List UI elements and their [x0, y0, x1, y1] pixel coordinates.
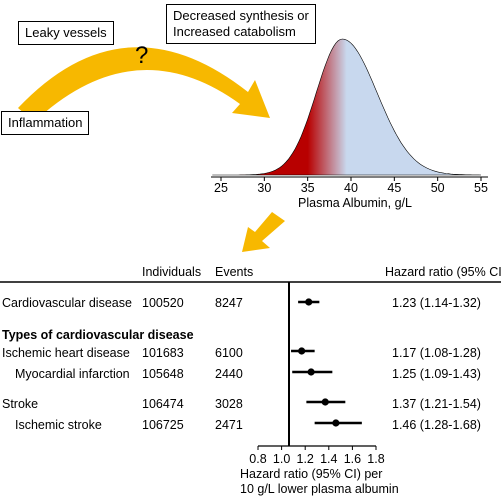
row-individuals: 101683 [142, 346, 184, 360]
distribution-tick-label: 35 [301, 181, 315, 195]
albumin-distribution-curve [212, 38, 482, 176]
row-label: Stroke [2, 397, 39, 411]
row-hr: 1.46 (1.28-1.68) [392, 418, 481, 432]
row-events: 8247 [215, 296, 243, 310]
row-individuals: 106725 [142, 418, 184, 432]
row-individuals: 105648 [142, 367, 184, 381]
distribution-tick-label: 50 [431, 181, 445, 195]
header-individuals: Individuals [142, 265, 202, 279]
inflammation-box: Inflammation [1, 111, 90, 135]
row-events: 2440 [215, 367, 243, 381]
row-hr: 1.23 (1.14-1.32) [392, 296, 481, 310]
header-hazard-ratio: Hazard ratio (95% CI) [385, 265, 501, 279]
curved-arrow [18, 47, 270, 123]
distribution-tick-label: 45 [387, 181, 401, 195]
row-label: Myocardial infarction [15, 367, 130, 381]
forest-tick-label: 0.8 [249, 452, 266, 466]
forest-tick-label: 1.8 [367, 452, 384, 466]
forest-tick-label: 1.0 [273, 452, 290, 466]
hr-point [305, 298, 313, 306]
row-events: 3028 [215, 397, 243, 411]
row-label: Ischemic heart disease [2, 346, 130, 360]
synthesis-box: Decreased synthesis or Increased catabol… [166, 4, 316, 44]
distribution-tick-label: 55 [474, 181, 488, 195]
row-events: 2471 [215, 418, 243, 432]
leaky-vessels-box: Leaky vessels [18, 21, 114, 45]
synthesis-line-2: Increased catabolism [173, 24, 296, 39]
section-title: Types of cardiovascular disease [2, 328, 194, 342]
distribution-x-label: Plasma Albumin, g/L [298, 196, 412, 210]
forest-axis-label-2: 10 g/L lower plasma albumin [240, 482, 399, 496]
row-individuals: 106474 [142, 397, 184, 411]
forest-tick-label: 1.2 [297, 452, 314, 466]
down-arrow [242, 212, 285, 252]
forest-tick-label: 1.6 [344, 452, 361, 466]
row-hr: 1.37 (1.21-1.54) [392, 397, 481, 411]
row-individuals: 100520 [142, 296, 184, 310]
row-label: Ischemic stroke [15, 418, 102, 432]
row-events: 6100 [215, 346, 243, 360]
row-hr: 1.17 (1.08-1.28) [392, 346, 481, 360]
distribution-tick-label: 30 [257, 181, 271, 195]
hr-point [332, 419, 340, 427]
hr-point [298, 347, 306, 355]
hr-point [321, 398, 329, 406]
question-mark: ? [135, 42, 149, 69]
hr-point [307, 368, 315, 376]
row-hr: 1.25 (1.09-1.43) [392, 367, 481, 381]
forest-axis-label-1: Hazard ratio (95% CI) per [240, 467, 383, 481]
distribution-tick-label: 40 [344, 181, 358, 195]
forest-tick-label: 1.4 [320, 452, 337, 466]
row-label: Cardiovascular disease [2, 296, 132, 310]
synthesis-line-1: Decreased synthesis or [173, 8, 309, 23]
distribution-tick-label: 25 [214, 181, 228, 195]
header-events: Events [215, 265, 254, 279]
